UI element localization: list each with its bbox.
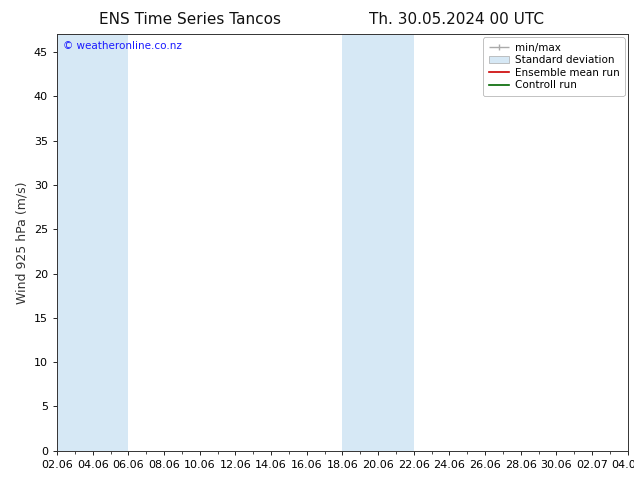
Bar [628, 34, 634, 451]
Legend: min/max, Standard deviation, Ensemble mean run, Controll run: min/max, Standard deviation, Ensemble me… [483, 37, 624, 96]
Bar [57, 34, 128, 451]
Text: ENS Time Series Tancos: ENS Time Series Tancos [99, 12, 281, 27]
Text: © weatheronline.co.nz: © weatheronline.co.nz [63, 41, 181, 50]
Bar [342, 34, 413, 451]
Y-axis label: Wind 925 hPa (m/s): Wind 925 hPa (m/s) [15, 181, 29, 304]
Text: Th. 30.05.2024 00 UTC: Th. 30.05.2024 00 UTC [369, 12, 544, 27]
